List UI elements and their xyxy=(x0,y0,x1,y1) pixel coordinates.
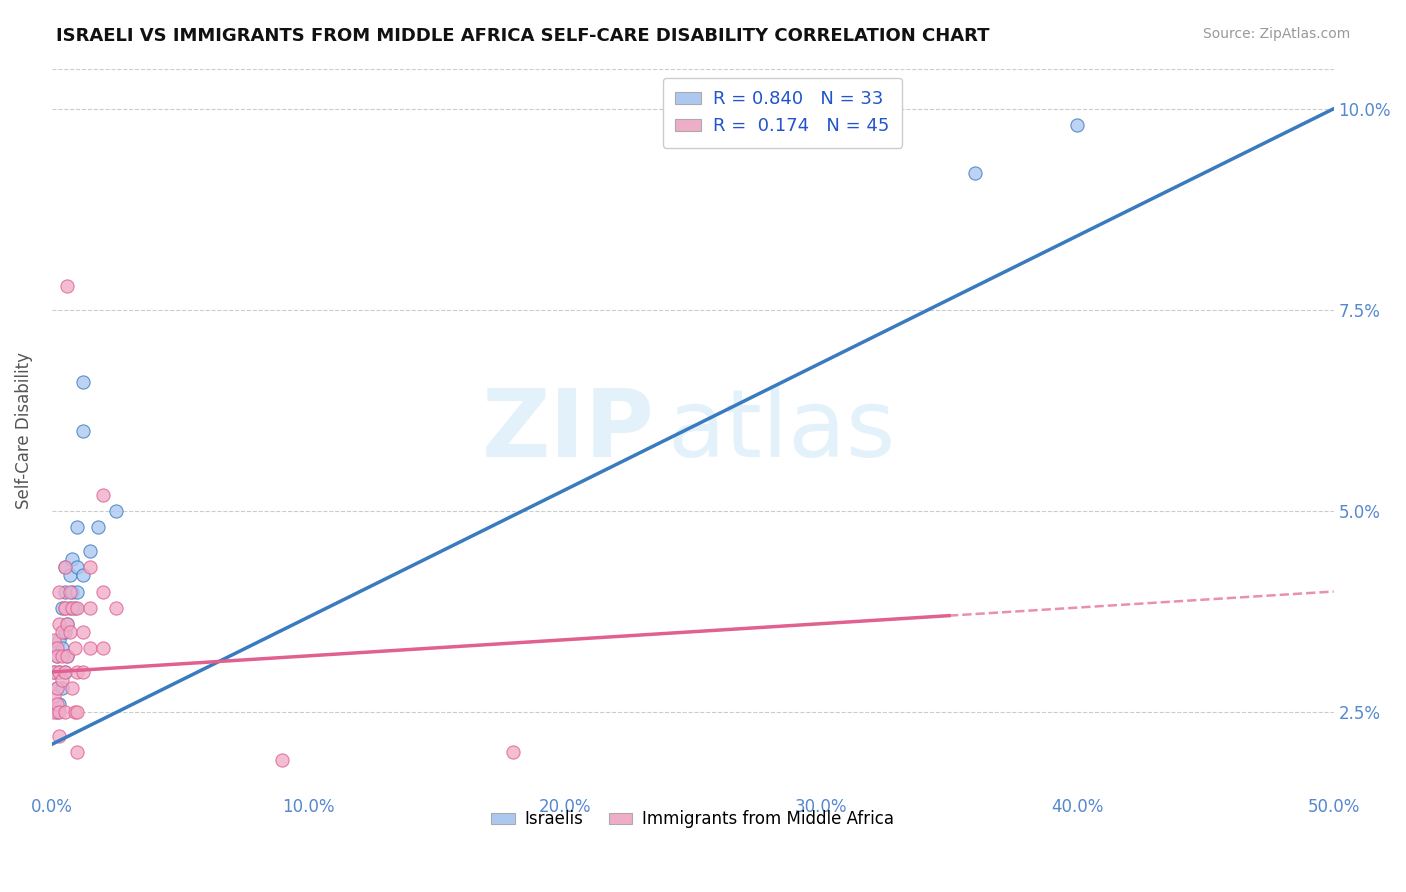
Point xyxy=(963,166,986,180)
Point xyxy=(66,746,89,760)
Point xyxy=(48,705,70,719)
Point xyxy=(45,640,67,655)
Point xyxy=(53,665,76,679)
Point xyxy=(45,705,67,719)
Point xyxy=(1066,118,1088,132)
Point xyxy=(53,665,76,679)
Point xyxy=(48,665,70,679)
Point xyxy=(48,632,70,647)
Point xyxy=(53,600,76,615)
Point xyxy=(72,424,94,438)
Point xyxy=(72,376,94,390)
Point xyxy=(48,616,70,631)
Point xyxy=(45,697,67,711)
Text: Source: ZipAtlas.com: Source: ZipAtlas.com xyxy=(1202,27,1350,41)
Point xyxy=(59,624,82,639)
Point xyxy=(66,705,89,719)
Point xyxy=(79,600,101,615)
Point xyxy=(51,673,73,687)
Point xyxy=(79,560,101,574)
Point xyxy=(56,616,79,631)
Point xyxy=(502,746,524,760)
Point xyxy=(53,624,76,639)
Point xyxy=(51,648,73,663)
Point xyxy=(44,665,66,679)
Point xyxy=(60,681,83,695)
Point xyxy=(44,632,66,647)
Point xyxy=(72,665,94,679)
Point xyxy=(45,681,67,695)
Point xyxy=(91,488,114,502)
Point xyxy=(53,600,76,615)
Point xyxy=(91,640,114,655)
Point xyxy=(56,648,79,663)
Text: ZIP: ZIP xyxy=(481,384,654,476)
Point xyxy=(104,504,127,518)
Point xyxy=(79,544,101,558)
Point xyxy=(45,681,67,695)
Point xyxy=(53,560,76,574)
Point xyxy=(63,705,86,719)
Point xyxy=(59,584,82,599)
Point xyxy=(60,600,83,615)
Point xyxy=(79,640,101,655)
Point xyxy=(66,520,89,534)
Point xyxy=(66,584,89,599)
Point xyxy=(56,648,79,663)
Point xyxy=(48,697,70,711)
Point xyxy=(44,665,66,679)
Point xyxy=(53,705,76,719)
Point xyxy=(53,560,76,574)
Text: atlas: atlas xyxy=(666,384,896,476)
Point xyxy=(66,665,89,679)
Point xyxy=(59,600,82,615)
Point xyxy=(271,754,294,768)
Point xyxy=(104,600,127,615)
Point xyxy=(51,624,73,639)
Point xyxy=(66,560,89,574)
Point xyxy=(72,624,94,639)
Point xyxy=(44,689,66,703)
Point xyxy=(91,584,114,599)
Text: ISRAELI VS IMMIGRANTS FROM MIDDLE AFRICA SELF-CARE DISABILITY CORRELATION CHART: ISRAELI VS IMMIGRANTS FROM MIDDLE AFRICA… xyxy=(56,27,990,45)
Point xyxy=(48,665,70,679)
Point xyxy=(63,600,86,615)
Point xyxy=(44,705,66,719)
Point xyxy=(56,278,79,293)
Point xyxy=(51,640,73,655)
Point xyxy=(59,568,82,582)
Point xyxy=(63,640,86,655)
Point xyxy=(45,648,67,663)
Point xyxy=(45,648,67,663)
Y-axis label: Self-Care Disability: Self-Care Disability xyxy=(15,352,32,509)
Point xyxy=(51,681,73,695)
Point xyxy=(87,520,110,534)
Point xyxy=(51,600,73,615)
Point xyxy=(66,600,89,615)
Legend: Israelis, Immigrants from Middle Africa: Israelis, Immigrants from Middle Africa xyxy=(485,804,901,835)
Point xyxy=(56,616,79,631)
Point xyxy=(72,568,94,582)
Point xyxy=(60,552,83,566)
Point xyxy=(44,640,66,655)
Point xyxy=(60,584,83,599)
Point xyxy=(48,584,70,599)
Point xyxy=(48,729,70,743)
Point xyxy=(53,584,76,599)
